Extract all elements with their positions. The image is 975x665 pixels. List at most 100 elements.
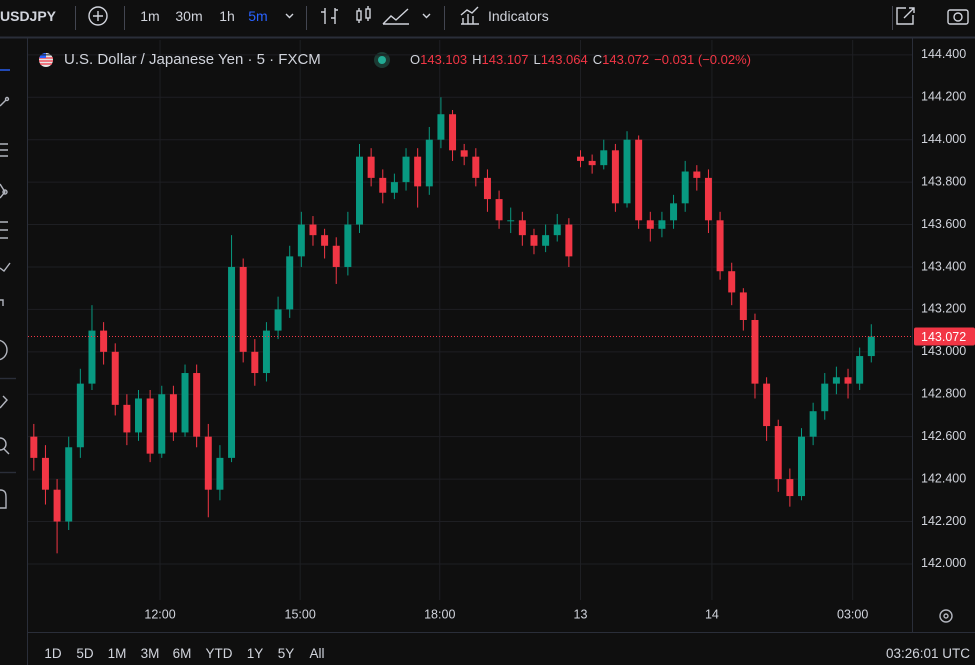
clock: 03:26:01 UTC bbox=[885, 646, 970, 661]
candle-body bbox=[844, 377, 852, 384]
ohlc-value: 143.107 bbox=[481, 52, 529, 67]
candle-body bbox=[518, 220, 526, 236]
candle-body bbox=[646, 220, 654, 229]
candle-body bbox=[111, 351, 119, 405]
toolbar-icons bbox=[88, 6, 969, 26]
snapshot-share-icon[interactable] bbox=[896, 7, 915, 25]
interval-button[interactable]: 30m bbox=[175, 8, 203, 24]
range-button[interactable]: 1D bbox=[44, 646, 62, 661]
candle-body bbox=[507, 220, 515, 222]
x-tick-label: 03:00 bbox=[837, 607, 868, 621]
tool-icon[interactable] bbox=[0, 143, 8, 157]
indicators-icon[interactable] bbox=[460, 6, 479, 25]
area-icon[interactable] bbox=[382, 8, 409, 25]
axes: 142.000 142.200 142.400 142.600 142.800 143.0… bbox=[28, 47, 975, 621]
candle-body bbox=[251, 351, 259, 374]
ohlc-key: L bbox=[533, 52, 541, 67]
interval-button[interactable]: 1m bbox=[140, 8, 160, 24]
candle-body bbox=[460, 150, 468, 157]
candle-body bbox=[670, 203, 678, 221]
y-tick-label: 143.800 bbox=[921, 174, 966, 188]
camera-icon[interactable] bbox=[947, 9, 969, 25]
range-button[interactable]: 5D bbox=[76, 646, 94, 661]
candle-body bbox=[577, 156, 584, 161]
candles bbox=[30, 97, 875, 554]
symbol-flag bbox=[39, 52, 53, 67]
tool-icon[interactable] bbox=[0, 299, 4, 306]
candle-body bbox=[693, 171, 701, 178]
candle-body bbox=[623, 139, 631, 204]
y-tick-label: 142.200 bbox=[921, 514, 966, 528]
y-tick-label: 142.000 bbox=[921, 556, 966, 570]
interval-button[interactable]: 1h bbox=[219, 8, 235, 24]
y-tick-label: 143.200 bbox=[921, 302, 966, 316]
range-button[interactable]: 3M bbox=[140, 646, 160, 661]
candle-body bbox=[495, 199, 503, 221]
candle-body bbox=[856, 356, 864, 384]
candle-body bbox=[169, 394, 177, 433]
candle-body bbox=[332, 245, 340, 267]
range-button[interactable]: 6M bbox=[172, 646, 192, 661]
candle-body bbox=[76, 383, 84, 448]
add-symbol-icon[interactable] bbox=[88, 6, 108, 26]
tool-icon[interactable] bbox=[0, 395, 8, 409]
candle-body bbox=[635, 139, 643, 221]
chart-title: U.S. Dollar / Japanese Yen · 5 · FXCM bbox=[64, 51, 321, 68]
candle-body bbox=[321, 235, 329, 246]
symbol[interactable]: USDJPY bbox=[0, 8, 57, 24]
candle-body bbox=[146, 398, 154, 454]
x-tick-label: 18:00 bbox=[424, 607, 455, 621]
left-toolbar-icons bbox=[0, 69, 16, 509]
candle-body bbox=[123, 404, 131, 433]
tool-icon[interactable] bbox=[0, 262, 11, 272]
range-button[interactable]: All bbox=[309, 646, 325, 661]
candle-body bbox=[239, 266, 247, 352]
interval-button[interactable]: 5m bbox=[248, 8, 268, 24]
range-button[interactable]: 5Y bbox=[277, 646, 295, 661]
candle-body bbox=[297, 224, 305, 257]
candle-body bbox=[704, 177, 712, 221]
candle-body bbox=[181, 373, 189, 433]
tool-icon[interactable] bbox=[0, 339, 8, 361]
chart-type-menu-icon[interactable] bbox=[422, 13, 431, 19]
settings-icon[interactable] bbox=[939, 609, 953, 623]
last-price-label: 143.072 bbox=[921, 330, 966, 344]
y-tick-label: 143.600 bbox=[921, 217, 966, 231]
range-button[interactable]: 1Y bbox=[246, 646, 264, 661]
candle-body bbox=[611, 150, 619, 204]
last-price-box bbox=[914, 327, 975, 346]
tool-icon[interactable] bbox=[0, 221, 8, 239]
candle-body bbox=[135, 398, 142, 433]
candle-body bbox=[88, 330, 96, 384]
candle-body bbox=[402, 156, 410, 183]
candle-body bbox=[53, 489, 61, 522]
tool-icon[interactable] bbox=[0, 489, 7, 509]
candle-body bbox=[798, 436, 805, 497]
interval-menu-icon[interactable] bbox=[285, 13, 294, 19]
tool-icon[interactable] bbox=[0, 99, 7, 107]
candle-body bbox=[832, 377, 840, 384]
ohlc-key: O bbox=[410, 52, 421, 67]
candle-body bbox=[309, 224, 317, 236]
indicators-button[interactable]: Indicators bbox=[488, 8, 549, 24]
ohlc-legend: O143.103 H143.107 L143.064 C143.072 −0.031 (… bbox=[410, 51, 756, 69]
range-button[interactable]: 1M bbox=[107, 646, 127, 661]
tool-icon[interactable] bbox=[0, 437, 7, 451]
candle-body bbox=[542, 235, 550, 246]
candle-body bbox=[41, 457, 49, 490]
candle-body bbox=[425, 139, 433, 187]
candle-body bbox=[437, 114, 445, 140]
y-tick-label: 142.800 bbox=[921, 387, 966, 401]
bars-icon[interactable] bbox=[321, 8, 338, 24]
y-tick-label: 143.000 bbox=[921, 344, 966, 358]
tool-icon[interactable] bbox=[0, 183, 6, 199]
candle-body bbox=[286, 256, 294, 310]
candle-body bbox=[65, 447, 73, 522]
candle-body bbox=[681, 171, 689, 204]
candle-body bbox=[379, 177, 387, 193]
range-button[interactable]: YTD bbox=[205, 646, 233, 661]
x-tick-label: 14 bbox=[705, 607, 719, 621]
candle-body bbox=[739, 292, 747, 320]
